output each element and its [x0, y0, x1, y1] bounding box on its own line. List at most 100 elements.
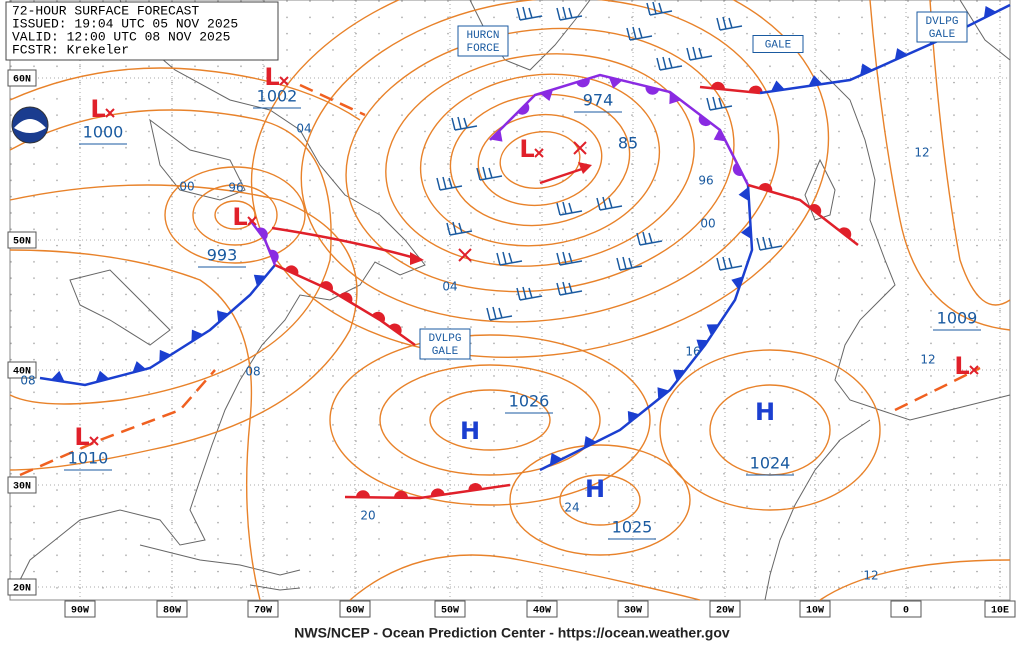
header-line: FCSTR: Krekeler — [12, 42, 129, 57]
isobar — [349, 554, 701, 601]
motion-arrow — [539, 166, 586, 185]
wind-barb — [716, 16, 743, 31]
front-symbol — [758, 182, 773, 192]
front-symbol — [860, 63, 873, 76]
front-symbol — [285, 265, 299, 276]
center-symbol: H — [585, 475, 605, 503]
front-symbol — [608, 77, 623, 89]
front-symbol — [576, 78, 590, 88]
lat-label: 30N — [13, 482, 31, 493]
isobar-label: 00 — [700, 217, 715, 231]
front-symbol — [669, 91, 681, 105]
isobar — [509, 444, 691, 556]
front-symbol — [583, 436, 597, 449]
lon-label-box — [526, 600, 558, 618]
isobar — [819, 559, 1011, 601]
center-pressure: 1025 — [612, 518, 653, 537]
isobar — [477, 113, 603, 207]
front-symbol — [838, 227, 852, 239]
isobar — [300, 0, 780, 323]
wind-barb — [716, 256, 743, 271]
wind-barb — [636, 231, 663, 246]
lon-label-box — [434, 600, 466, 618]
wind-barb — [516, 286, 543, 301]
lon-label-box — [64, 600, 96, 618]
isobar-label: 85 — [618, 134, 638, 153]
isobar-label: 12 — [863, 569, 878, 583]
isobar — [192, 184, 278, 246]
lon-label: 50W — [441, 606, 459, 617]
isobar — [559, 474, 641, 526]
graticule — [9, 0, 1011, 601]
lon-label: 0 — [903, 606, 909, 617]
scandinavia-coast — [959, 0, 1011, 61]
front-symbol — [490, 129, 503, 142]
front-symbol — [657, 387, 670, 400]
front-symbol — [256, 227, 268, 240]
warm-front — [344, 483, 511, 500]
hudson-bay — [149, 118, 246, 201]
center-pressure: 1024 — [750, 454, 791, 473]
front-symbol — [388, 323, 402, 335]
wind-barb — [656, 56, 683, 71]
wind-barbs — [436, 1, 783, 321]
isobar — [9, 249, 261, 601]
motion-arrow-head — [410, 252, 424, 265]
lat-label-box — [7, 69, 37, 87]
center-x — [534, 148, 544, 158]
warning-text: DVLPG — [428, 333, 461, 345]
wind-barb — [446, 221, 473, 236]
wind-barb — [556, 281, 583, 296]
header-box: 72-HOUR SURFACE FORECAST ISSUED: 19:04 U… — [5, 1, 279, 61]
labels: 90W 80W 70W 60W 50W 40W 30W 20W 10W 0 10E 60N 50N 40N… — [7, 11, 1016, 618]
front-symbol — [191, 329, 204, 342]
front-symbol — [983, 6, 997, 19]
warning-text: GALE — [929, 29, 956, 41]
isobar — [9, 109, 332, 405]
lat-label-box — [7, 231, 37, 249]
header-line: 72-HOUR SURFACE FORECAST — [12, 3, 199, 18]
isobar — [449, 93, 631, 227]
center-symbol: L — [264, 63, 279, 91]
lon-label-box — [709, 600, 741, 618]
logo-bird — [14, 119, 46, 133]
front-symbol — [732, 162, 744, 176]
wind-barb — [706, 96, 733, 111]
isobar — [499, 131, 581, 189]
center-x — [105, 108, 115, 118]
isobar — [429, 389, 551, 451]
front-symbol — [253, 274, 267, 287]
front-symbol — [770, 80, 785, 92]
isobar-label: 08 — [245, 365, 260, 379]
north-america-coast — [14, 0, 426, 591]
warning-text: GALE — [432, 346, 459, 358]
lat-label: 60N — [13, 75, 31, 86]
warning-box — [419, 328, 471, 360]
center-symbol: L — [74, 423, 89, 451]
isobar — [659, 349, 881, 511]
warning-text: FORCE — [466, 43, 499, 55]
isobar — [164, 166, 306, 264]
center-pressure: 1010 — [68, 449, 109, 468]
lon-label: 10W — [806, 606, 824, 617]
wind-barb — [476, 166, 503, 181]
center-pressure: 974 — [583, 91, 614, 110]
lon-label: 70W — [254, 606, 272, 617]
center-x — [969, 365, 979, 375]
isobar-label: 96 — [698, 174, 713, 188]
front-symbol — [430, 488, 445, 497]
warm-front — [274, 263, 416, 347]
wind-barb — [556, 251, 583, 266]
center-symbol: L — [90, 95, 105, 123]
warning-box — [752, 35, 804, 53]
lon-label: 10E — [991, 606, 1009, 617]
center-symbol: H — [755, 398, 775, 426]
isobar-label: 12 — [914, 146, 929, 160]
front-symbol — [95, 370, 110, 383]
center-x — [279, 76, 289, 86]
center-x — [247, 216, 257, 226]
noaa-logo — [11, 106, 49, 144]
lat-label-box — [7, 361, 37, 379]
isobar — [9, 184, 358, 471]
lon-label: 80W — [163, 606, 181, 617]
